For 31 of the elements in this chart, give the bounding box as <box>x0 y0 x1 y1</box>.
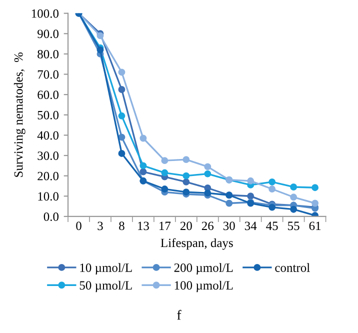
y-tick-label: 30.0 <box>38 152 59 160</box>
y-axis-title: Surviving nematodes, % <box>14 52 26 177</box>
y-tick-label: 90.0 <box>38 30 59 38</box>
legend-label: 10 µmol/L <box>80 263 132 274</box>
legend-label: control <box>275 263 310 272</box>
x-tick-label: 17 <box>160 222 171 230</box>
y-tick-label: 40.0 <box>37 131 59 140</box>
legend-label: 50 µmol/L <box>80 280 132 292</box>
legend-label: 200 µmol/L <box>174 263 233 274</box>
x-tick-label: 8 <box>119 222 124 230</box>
y-tick-label: 0.0 <box>44 212 59 221</box>
x-tick-label: 26 <box>202 222 214 230</box>
y-tick-label: 20.0 <box>38 172 59 180</box>
x-tick-label: 30 <box>223 222 235 230</box>
x-tick-label: 3 <box>98 222 103 230</box>
x-tick-label: 0 <box>76 222 82 230</box>
y-tick-label: 80.0 <box>38 50 59 58</box>
x-tick-label: 61 <box>309 222 321 230</box>
y-tick-label: 70.0 <box>38 70 59 79</box>
x-tick-label: 34 <box>244 222 257 230</box>
legend-label: 100 µmol/L <box>174 280 233 292</box>
x-tick-label: 55 <box>288 222 300 230</box>
y-tick-label: 50.0 <box>38 110 59 120</box>
y-tick-label: 10.0 <box>38 192 59 201</box>
x-tick-label: 45 <box>266 222 278 230</box>
x-tick-label: 13 <box>138 222 149 230</box>
x-tick-label: 20 <box>180 222 192 230</box>
x-axis-title: Lifespan, days <box>160 238 233 250</box>
y-tick-label: 60.0 <box>38 90 59 100</box>
text: f <box>177 310 182 320</box>
y-tick-label: 100.0 <box>32 9 59 18</box>
